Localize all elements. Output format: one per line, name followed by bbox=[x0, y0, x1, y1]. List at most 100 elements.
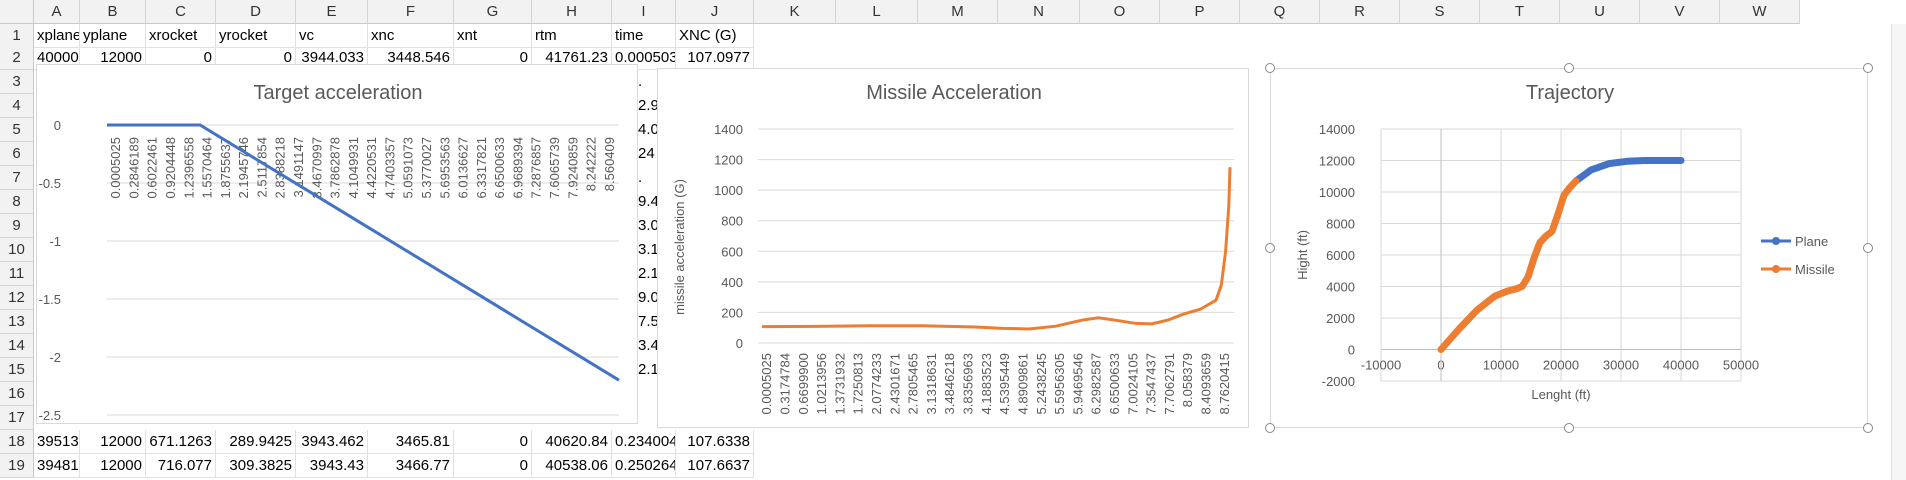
cell-h18[interactable]: 40620.84 bbox=[532, 430, 612, 454]
cell-a19[interactable]: 39481.03 bbox=[34, 454, 80, 478]
row-header-12[interactable]: 12 bbox=[0, 286, 34, 310]
column-header-h[interactable]: H bbox=[532, 0, 612, 24]
cell-e18[interactable]: 3943.462 bbox=[296, 430, 368, 454]
row-header-14[interactable]: 14 bbox=[0, 334, 34, 358]
column-header-r[interactable]: R bbox=[1320, 0, 1400, 24]
column-header-u[interactable]: U bbox=[1560, 0, 1640, 24]
cell-j2[interactable]: 107.0977 bbox=[676, 46, 754, 70]
x-tick-label: 20000 bbox=[1543, 358, 1579, 373]
row-header-5[interactable]: 5 bbox=[0, 118, 34, 142]
row-header-16[interactable]: 16 bbox=[0, 382, 34, 406]
row-header-8[interactable]: 8 bbox=[0, 190, 34, 214]
resize-handle[interactable] bbox=[1265, 423, 1275, 433]
resize-handle[interactable] bbox=[1265, 243, 1275, 253]
column-header-d[interactable]: D bbox=[216, 0, 296, 24]
row-header-4[interactable]: 4 bbox=[0, 94, 34, 118]
cell-c1[interactable]: xrocket bbox=[146, 24, 216, 48]
cell-g19[interactable]: 0 bbox=[454, 454, 532, 478]
resize-handle[interactable] bbox=[1863, 423, 1873, 433]
column-header-n[interactable]: N bbox=[998, 0, 1080, 24]
cell-j18[interactable]: 107.6338 bbox=[676, 430, 754, 454]
column-header-f[interactable]: F bbox=[368, 0, 454, 24]
row-header-2[interactable]: 2 bbox=[0, 46, 34, 70]
resize-handle[interactable] bbox=[1265, 63, 1275, 73]
vertical-scrollbar[interactable] bbox=[1891, 24, 1906, 480]
column-header-c[interactable]: C bbox=[146, 0, 216, 24]
cell-f19[interactable]: 3466.77 bbox=[368, 454, 454, 478]
row-header-7[interactable]: 7 bbox=[0, 166, 34, 190]
row-header-19[interactable]: 19 bbox=[0, 454, 34, 478]
column-header-i[interactable]: I bbox=[612, 0, 676, 24]
cell-g18[interactable]: 0 bbox=[454, 430, 532, 454]
cell-f1[interactable]: xnc bbox=[368, 24, 454, 48]
resize-handle[interactable] bbox=[1564, 423, 1574, 433]
column-header-g[interactable]: G bbox=[454, 0, 532, 24]
x-tick-label: 0.0005025 bbox=[759, 353, 774, 414]
column-header-o[interactable]: O bbox=[1080, 0, 1160, 24]
cell-a18[interactable]: 39513.61 bbox=[34, 430, 80, 454]
cell-i19[interactable]: 0.250264 bbox=[612, 454, 676, 478]
missile-acceleration-line bbox=[761, 167, 1232, 331]
column-header-k[interactable]: K bbox=[754, 0, 836, 24]
row-header-10[interactable]: 10 bbox=[0, 238, 34, 262]
resize-handle[interactable] bbox=[1564, 63, 1574, 73]
column-header-q[interactable]: Q bbox=[1240, 0, 1320, 24]
cell-h19[interactable]: 40538.06 bbox=[532, 454, 612, 478]
cell-b1[interactable]: yplane bbox=[80, 24, 146, 48]
column-header-p[interactable]: P bbox=[1160, 0, 1240, 24]
resize-handle[interactable] bbox=[1863, 63, 1873, 73]
y-tick-label: 2000 bbox=[1326, 311, 1355, 326]
select-all-corner[interactable] bbox=[0, 0, 34, 24]
missile-series-line bbox=[1437, 177, 1580, 353]
column-header-t[interactable]: T bbox=[1480, 0, 1560, 24]
cell-d18[interactable]: 289.9425 bbox=[216, 430, 296, 454]
cell-h1[interactable]: rtm bbox=[532, 24, 612, 48]
column-header-a[interactable]: A bbox=[34, 0, 80, 24]
cell-i2[interactable]: 0.000503 bbox=[612, 46, 676, 70]
cell-i1[interactable]: time bbox=[612, 24, 676, 48]
row-header-15[interactable]: 15 bbox=[0, 358, 34, 382]
column-header-b[interactable]: B bbox=[80, 0, 146, 24]
x-tick-label: 8.4093659 bbox=[1199, 353, 1214, 414]
column-header-m[interactable]: M bbox=[918, 0, 998, 24]
column-header-l[interactable]: L bbox=[836, 0, 918, 24]
row-header-3[interactable]: 3 bbox=[0, 70, 34, 94]
row-header-6[interactable]: 6 bbox=[0, 142, 34, 166]
column-header-s[interactable]: S bbox=[1400, 0, 1480, 24]
x-tick-label: 1.8755637 bbox=[218, 137, 233, 198]
column-header-e[interactable]: E bbox=[296, 0, 368, 24]
trajectory-chart[interactable]: Trajectory 14000 12000 10000 8000 6000 4000 200… bbox=[1270, 68, 1868, 428]
x-tick-label: 4.7403357 bbox=[382, 137, 397, 198]
cell-c18[interactable]: 671.1263 bbox=[146, 430, 216, 454]
missile-acceleration-chart[interactable]: Missile Acceleration missile acceleration… bbox=[657, 68, 1249, 428]
column-header-w[interactable]: W bbox=[1720, 0, 1800, 24]
x-tick-label: -10000 bbox=[1361, 358, 1401, 373]
cell-d19[interactable]: 309.3825 bbox=[216, 454, 296, 478]
cell-j1[interactable]: XNC (G) bbox=[676, 24, 754, 48]
row-header-13[interactable]: 13 bbox=[0, 310, 34, 334]
cell-g1[interactable]: xnt bbox=[454, 24, 532, 48]
row-header-1[interactable]: 1 bbox=[0, 24, 34, 48]
cell-b19[interactable]: 12000 bbox=[80, 454, 146, 478]
cell-a1[interactable]: xplane bbox=[34, 24, 80, 48]
cell-f18[interactable]: 3465.81 bbox=[368, 430, 454, 454]
x-tick-label: 6.9689394 bbox=[510, 137, 525, 198]
legend-marker-plane bbox=[1772, 237, 1780, 245]
resize-handle[interactable] bbox=[1863, 243, 1873, 253]
row-header-9[interactable]: 9 bbox=[0, 214, 34, 238]
cell-e19[interactable]: 3943.43 bbox=[296, 454, 368, 478]
column-header-j[interactable]: J bbox=[676, 0, 754, 24]
column-header-v[interactable]: V bbox=[1640, 0, 1720, 24]
cell-c19[interactable]: 716.077 bbox=[146, 454, 216, 478]
row-header-17[interactable]: 17 bbox=[0, 406, 34, 430]
cell-d1[interactable]: yrocket bbox=[216, 24, 296, 48]
y-tick-label: 0 bbox=[736, 336, 743, 351]
target-acceleration-chart[interactable]: Target acceleration 0 -0.5 -1 -1.5 -2 -2.5 0.00… bbox=[36, 64, 638, 424]
cell-e1[interactable]: vc bbox=[296, 24, 368, 48]
row-header-18[interactable]: 18 bbox=[0, 430, 34, 454]
y-tick-label: 10000 bbox=[1319, 185, 1355, 200]
cell-j19[interactable]: 107.6637 bbox=[676, 454, 754, 478]
row-header-11[interactable]: 11 bbox=[0, 262, 34, 286]
cell-i18[interactable]: 0.234004 bbox=[612, 430, 676, 454]
cell-b18[interactable]: 12000 bbox=[80, 430, 146, 454]
